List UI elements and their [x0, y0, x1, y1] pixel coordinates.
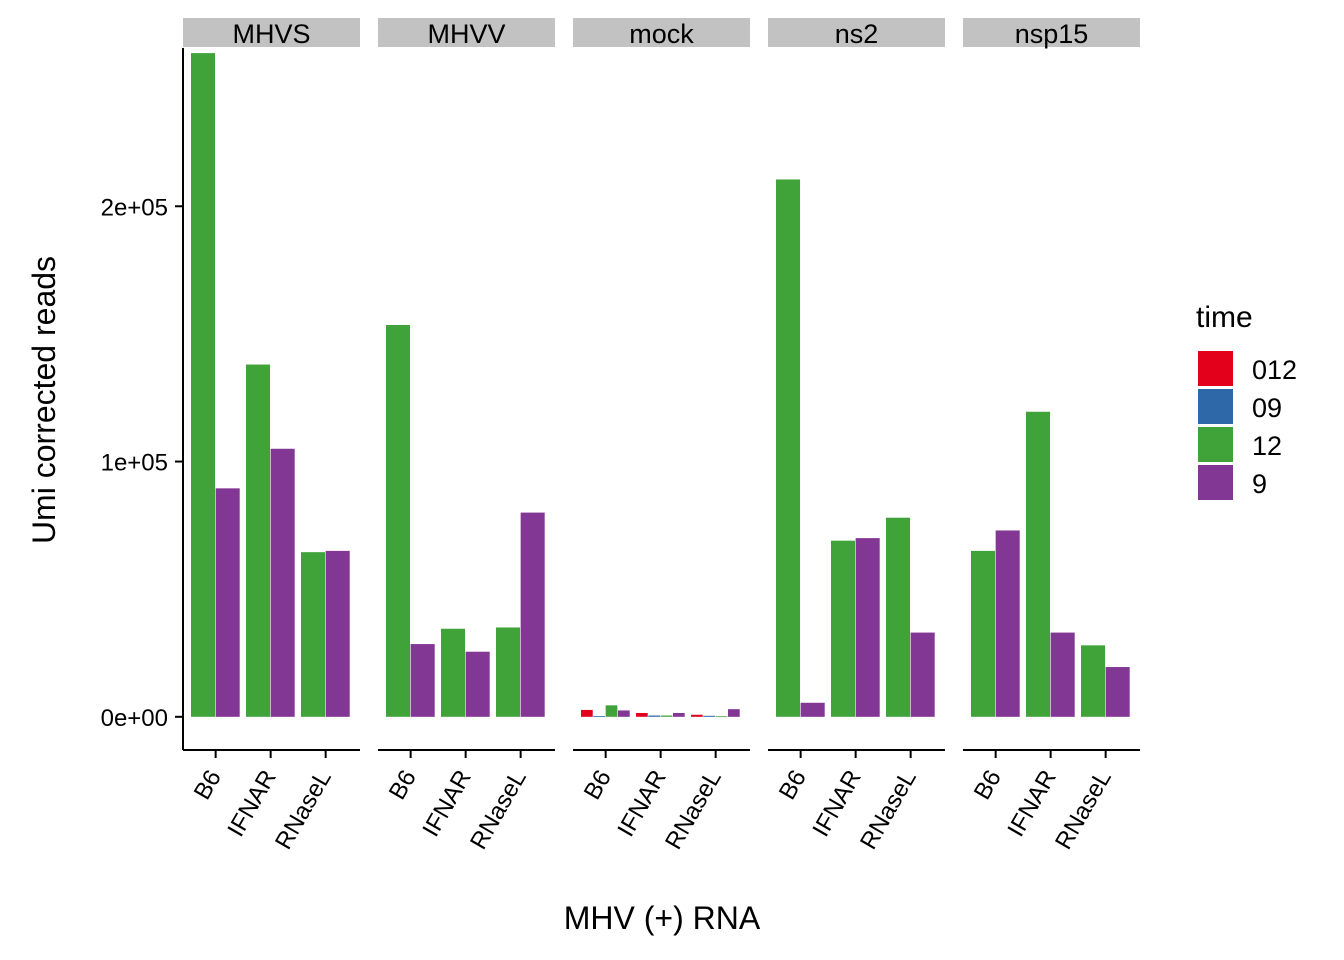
facet-strip-label: MHVS [232, 19, 310, 49]
bar-mock-RNaseL-t12 [715, 716, 728, 718]
x-tick-label: B6 [969, 766, 1007, 805]
x-tick-label: IFNAR [1002, 766, 1061, 842]
y-tick-label: 0e+00 [101, 705, 168, 732]
bar-nsp15-RNaseL-t12 [1081, 645, 1106, 717]
facet-strip [183, 18, 360, 47]
bar-mock-B6-t09 [593, 716, 606, 717]
bar-mock-B6-t12 [605, 705, 618, 717]
bar-MHVS-IFNAR-t9 [270, 448, 295, 717]
facet-strip [573, 18, 750, 47]
legend-key-9 [1198, 465, 1233, 500]
y-axis: 0e+00 1e+05 2e+05 [101, 48, 184, 750]
legend-title: time [1196, 301, 1253, 334]
legend-label: 09 [1252, 393, 1282, 423]
facet-strip-label: nsp15 [1015, 19, 1089, 49]
x-axis-title: MHV (+) RNA [564, 900, 761, 936]
x-tick-label: B6 [384, 766, 422, 805]
facet-strip [768, 18, 945, 47]
bar-mock-B6-t012 [581, 709, 593, 717]
bar-MHVV-RNaseL-t12 [496, 627, 521, 717]
bar-mock-RNaseL-t9 [727, 709, 740, 717]
facet-strip [963, 18, 1140, 47]
legend-key-012 [1198, 351, 1233, 386]
bar-mock-IFNAR-t12 [660, 715, 673, 717]
bar-mock-RNaseL-t09 [703, 715, 716, 717]
bar-MHVS-B6-t9 [215, 488, 240, 717]
bar-nsp15-RNaseL-t9 [1105, 667, 1130, 717]
bar-ns2-IFNAR-t12 [831, 540, 856, 717]
legend-label: 9 [1252, 469, 1267, 499]
bar-nsp15-IFNAR-t12 [1026, 411, 1051, 717]
bar-MHVS-RNaseL-t9 [325, 550, 350, 717]
legend-key-09 [1198, 389, 1233, 424]
bar-ns2-IFNAR-t9 [855, 538, 880, 717]
bar-nsp15-B6-t9 [995, 530, 1020, 717]
bar-MHVS-B6-t12 [191, 53, 216, 717]
bar-nsp15-B6-t12 [971, 550, 996, 717]
legend-label: 012 [1252, 355, 1297, 385]
facet-strip [378, 18, 555, 47]
x-tick-label: B6 [189, 766, 227, 805]
legend: time 012 09 12 9 [1196, 301, 1297, 500]
bar-mock-IFNAR-t9 [672, 712, 685, 717]
facet-strip-label: ns2 [835, 19, 879, 49]
legend-items: 012 09 12 9 [1198, 351, 1297, 500]
bar-MHVV-B6-t12 [386, 324, 411, 717]
legend-key-12 [1198, 427, 1233, 462]
y-tick-label: 2e+05 [101, 194, 168, 221]
bar-MHVV-RNaseL-t9 [520, 512, 545, 717]
facet-panels: MHVSB6IFNARRNaseLMHVVB6IFNARRNaseLmockB6… [183, 18, 1140, 854]
bar-mock-IFNAR-t09 [648, 715, 661, 717]
bar-ns2-B6-t9 [800, 702, 825, 717]
bar-mock-RNaseL-t012 [691, 714, 703, 717]
y-axis-title: Umi corrected reads [26, 256, 62, 544]
bar-MHVS-IFNAR-t12 [246, 364, 271, 717]
y-tick-label: 1e+05 [101, 450, 168, 477]
x-tick-label: IFNAR [222, 766, 281, 842]
bar-ns2-RNaseL-t9 [910, 632, 935, 717]
x-tick-label: B6 [579, 766, 617, 805]
bar-MHVV-IFNAR-t9 [465, 651, 490, 717]
x-tick-label: IFNAR [612, 766, 671, 842]
facet-strip-label: MHVV [427, 19, 505, 49]
bar-mock-B6-t9 [617, 710, 630, 717]
facet-strip-label: mock [629, 19, 694, 49]
bar-mock-IFNAR-t012 [636, 712, 648, 717]
x-tick-label: B6 [774, 766, 812, 805]
bar-ns2-RNaseL-t12 [886, 517, 911, 717]
bar-MHVS-RNaseL-t12 [301, 552, 326, 717]
x-tick-label: IFNAR [807, 766, 866, 842]
x-tick-label: IFNAR [417, 766, 476, 842]
bar-MHVV-B6-t9 [410, 644, 435, 717]
bar-MHVV-IFNAR-t12 [441, 628, 466, 717]
bar-ns2-B6-t12 [776, 179, 801, 717]
legend-label: 12 [1252, 431, 1282, 461]
bar-nsp15-IFNAR-t9 [1050, 632, 1075, 717]
